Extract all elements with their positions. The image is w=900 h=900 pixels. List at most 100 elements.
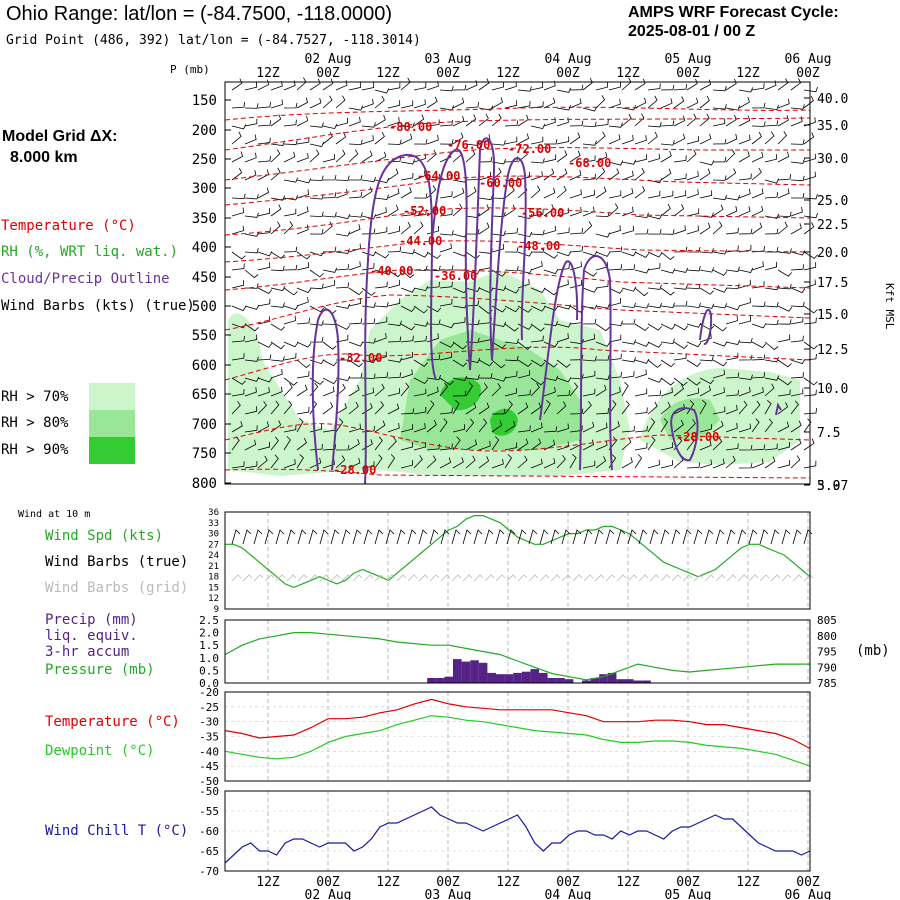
wind-barb: [530, 101, 544, 109]
wind-barb-grid: [792, 574, 803, 582]
wind-barb: [712, 437, 723, 451]
cloud-outline: [775, 402, 782, 416]
wind-barb: [283, 139, 298, 146]
wind-barb: [790, 438, 802, 451]
wind-barb: [556, 87, 572, 93]
wind-barb: [426, 134, 439, 145]
wind-barb: [244, 323, 259, 332]
wind-barb: [348, 139, 363, 146]
wind-barb: [621, 113, 632, 127]
wind-barb: [621, 159, 637, 165]
wind-barb: [335, 175, 350, 181]
wind-barb-true: [264, 529, 274, 545]
wind-barb-true: [451, 529, 461, 545]
wind-barb: [712, 323, 727, 332]
wind-barb: [790, 400, 799, 415]
wind-barb: [270, 195, 286, 201]
wind-barb: [530, 323, 545, 332]
wind-barb: [556, 185, 567, 199]
precip-frame: [224, 619, 811, 684]
wind-barb: [452, 115, 465, 127]
wind-barb: [595, 131, 606, 145]
wind-barb: [725, 266, 740, 272]
wind-barb: [543, 154, 557, 163]
wind-barb: [322, 212, 337, 218]
bottom-time-label: 12Z: [256, 875, 280, 890]
wind-barb: [569, 454, 577, 469]
wind-barb: [348, 318, 363, 325]
wind-barb: [270, 454, 279, 469]
wind-barb-true: [616, 529, 626, 545]
wind-barb: [348, 298, 362, 307]
wind-barb: [569, 84, 584, 91]
wind-barb: [673, 377, 688, 386]
wind-barb: [400, 221, 411, 235]
wind-barb: [400, 159, 415, 165]
bottom-time-label: 12Z: [736, 875, 760, 890]
wind-barb: [751, 83, 765, 91]
wind-barb: [712, 156, 727, 163]
legend-rh70-label: RH > 70%: [1, 389, 69, 405]
wind-barb: [621, 264, 636, 271]
wind-barb: [400, 441, 414, 451]
wind-barb: [270, 204, 282, 217]
wind-barb: [413, 170, 426, 181]
wind-barb: [556, 377, 572, 383]
precip-bar: [633, 680, 643, 683]
wind-barb: [699, 160, 715, 166]
wind-barb: [309, 337, 324, 343]
wind-barb: [296, 296, 309, 307]
wind-barb-true: [737, 529, 747, 545]
wind-barb: [361, 228, 376, 235]
wind-barb: [738, 151, 750, 163]
top-time-label: 00Z: [436, 66, 460, 81]
pressure-tick-label: 450: [192, 270, 217, 286]
temperature-contour-label: -64.00: [417, 169, 460, 183]
wind-barb: [283, 208, 297, 217]
temperature-contour-label: -72.00: [508, 142, 551, 156]
wind-barb: [751, 301, 766, 307]
wind-barb: [309, 382, 319, 397]
wind-barb: [712, 287, 728, 293]
wind-barb: [634, 97, 647, 109]
wind-barb: [556, 359, 571, 368]
wind-barb: [335, 418, 344, 433]
wind-barb: [374, 281, 388, 289]
wind-barb: [426, 225, 440, 235]
wind-barb: [569, 189, 582, 199]
wind-barb: [387, 269, 402, 278]
rh-shading-region: [660, 398, 720, 440]
wind-barb: [465, 382, 474, 397]
wind-barb: [777, 441, 791, 451]
wind-barb: [348, 105, 364, 111]
wind-barb: [348, 116, 361, 127]
wind-barb: [673, 323, 689, 331]
wind-barb: [374, 383, 385, 397]
wind-barb: [335, 117, 349, 127]
wind-barb: [790, 316, 804, 325]
wind-barb: [231, 263, 245, 271]
wind-barb: [777, 98, 790, 109]
wind-barb: [530, 359, 545, 367]
wind-barb: [504, 287, 520, 294]
wind-barb-grid: [330, 574, 341, 582]
wind-barb: [244, 82, 258, 91]
wind-barb-grid: [627, 574, 638, 582]
wind-barb: [712, 406, 726, 415]
wind-barb: [296, 137, 310, 145]
wind-barb-grid: [528, 574, 539, 582]
wind-barb: [608, 353, 622, 361]
wind-barb: [387, 436, 397, 451]
wind-barb: [725, 149, 736, 163]
wind-barb: [621, 251, 637, 257]
wind-barb: [517, 402, 529, 415]
wind-barb-grid: [352, 574, 363, 582]
temperature-contour: [224, 240, 811, 263]
wind-barb: [569, 246, 583, 253]
wind-barb: [426, 419, 437, 433]
wind-barb: [335, 334, 349, 343]
wind-barb: [491, 269, 506, 277]
wind-barb-grid: [693, 574, 704, 582]
wind-barb: [777, 221, 788, 235]
windchill-tick-label: -60: [199, 825, 219, 838]
